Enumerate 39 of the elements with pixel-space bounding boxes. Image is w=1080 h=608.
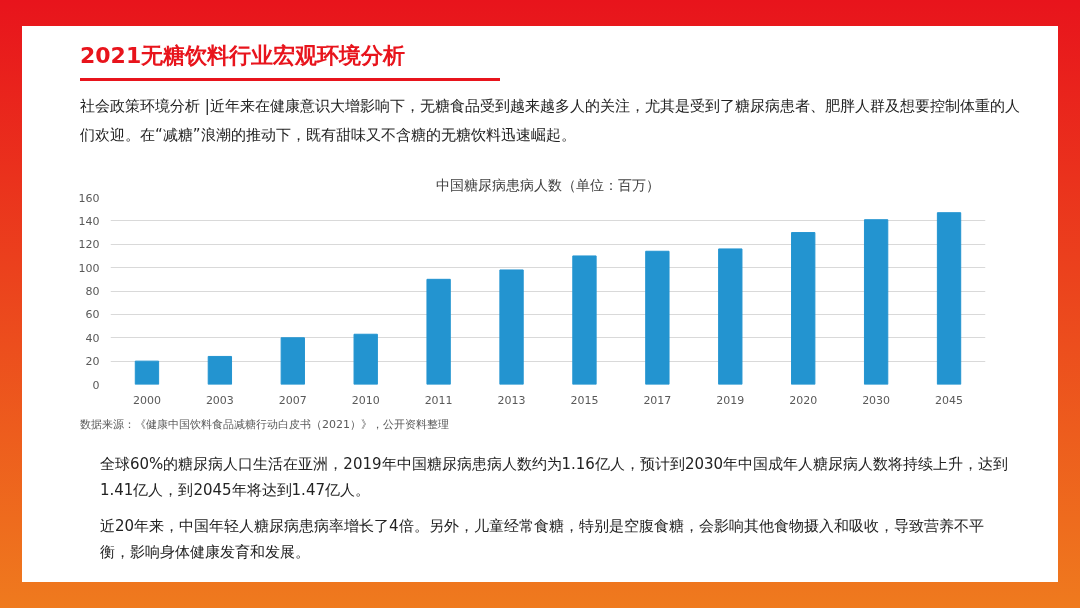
bar: [572, 255, 597, 385]
x-tick-label: 2007: [278, 393, 307, 407]
y-tick-label: 120: [78, 238, 100, 252]
bar: [280, 337, 305, 385]
bar: [936, 212, 962, 385]
y-tick-label: 20: [85, 355, 100, 369]
bar: [426, 278, 451, 385]
x-tick-label: 2030: [862, 393, 891, 407]
bar: [353, 333, 378, 385]
y-tick-label: 0: [92, 378, 100, 392]
x-tick-label: 2010: [351, 393, 380, 407]
source-note: 数据来源：《健康中国饮料食品减糖行动白皮书（2021）》，公开资料整理: [80, 417, 449, 433]
bar: [645, 250, 670, 385]
x-tick-label: 2011: [424, 393, 453, 407]
bar: [718, 248, 743, 385]
text: 全球60%的糖尿病人口生活在亚洲，2019年中国糖尿病患病人数约为1.16亿人，预计到2030年中国成年人糖尿病人数将持续上升，达到1.41亿人，到2045年将达到1.47亿人。: [100, 454, 1010, 502]
x-tick-label: 2013: [497, 393, 526, 407]
bar: [791, 232, 816, 385]
x-tick-label: 2020: [789, 393, 818, 407]
bar: [207, 355, 233, 385]
x-tick-label: 2017: [643, 393, 672, 407]
bar: [134, 360, 160, 385]
x-tick-label: 2000: [132, 393, 161, 407]
y-tick-label: 140: [78, 214, 100, 228]
chart-title: 2021无糖饮料行业宏观环境分析: [80, 42, 406, 70]
x-tick-label: 2003: [205, 393, 234, 407]
text: 近20年来，中国年轻人糖尿病患病率增长了4倍。另外，儿童经常食糖，特别是空腹食糖，会影响其他食物摄入和吸收，导致营养不平衡，影响身体健康发育和发展。: [100, 516, 985, 564]
y-tick-label: 100: [78, 261, 100, 275]
bar: [499, 269, 524, 385]
y-tick-label: 40: [85, 331, 100, 345]
bar: [863, 219, 889, 385]
y-tick-label: 160: [78, 191, 100, 205]
x-tick-label: 2015: [570, 393, 599, 407]
y-tick-label: 60: [85, 308, 100, 322]
y-tick-label: 80: [85, 285, 100, 298]
x-tick-label: 2045: [935, 393, 964, 407]
x-tick-label: 2019: [716, 393, 745, 407]
y-axis-title: 中国糖尿病患病人数（单位：百万）: [436, 176, 660, 193]
chart-subtitle: 社会政策环境分析 |近年来在健康意识大增影响下，无糖食品受到越来越多人的关注，尤其是受到了糖尿病患者、肥胖人群及想要控制体重的人们欢迎。在“减糖”浪潮的推动下，既有甜味又不含糖的无糖饮料迅速崛起。: [80, 96, 1020, 146]
